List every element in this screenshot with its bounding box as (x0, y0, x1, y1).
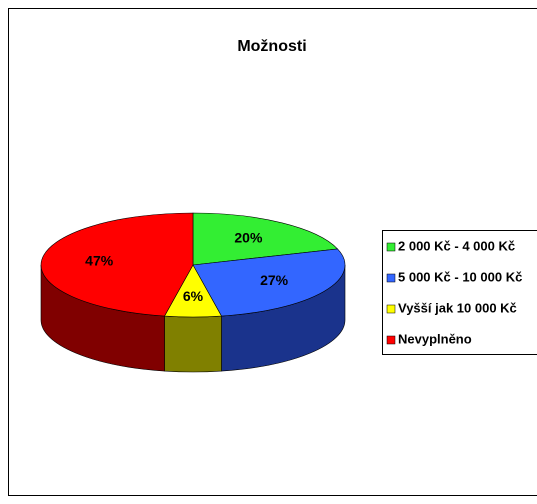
legend-swatch (386, 273, 396, 283)
data-label: 6% (183, 288, 204, 304)
legend-label: 2 000 Kč - 4 000 Kč (398, 238, 515, 253)
data-label: 20% (234, 230, 263, 246)
data-label: 47% (85, 253, 114, 269)
legend-label: Nevyplněno (398, 331, 472, 346)
legend-swatch (386, 304, 396, 314)
legend-label: 5 000 Kč - 10 000 Kč (398, 269, 522, 284)
pie-side (164, 315, 222, 373)
pie-slice (192, 212, 339, 266)
pie: 20% 27% 6% 47% (40, 212, 346, 373)
legend-swatch (386, 242, 396, 252)
legend-label: Vyšší jak 10 000 Kč (398, 300, 517, 315)
legend-box (382, 230, 537, 355)
pie-slice (40, 212, 194, 317)
data-label: 27% (260, 272, 289, 288)
chart-title: Možnosti (237, 38, 306, 55)
legend-swatch (386, 335, 396, 345)
legend: 2 000 Kč - 4 000 Kč 5 000 Kč - 10 000 Kč V… (386, 238, 522, 346)
pie-slice (192, 248, 346, 317)
